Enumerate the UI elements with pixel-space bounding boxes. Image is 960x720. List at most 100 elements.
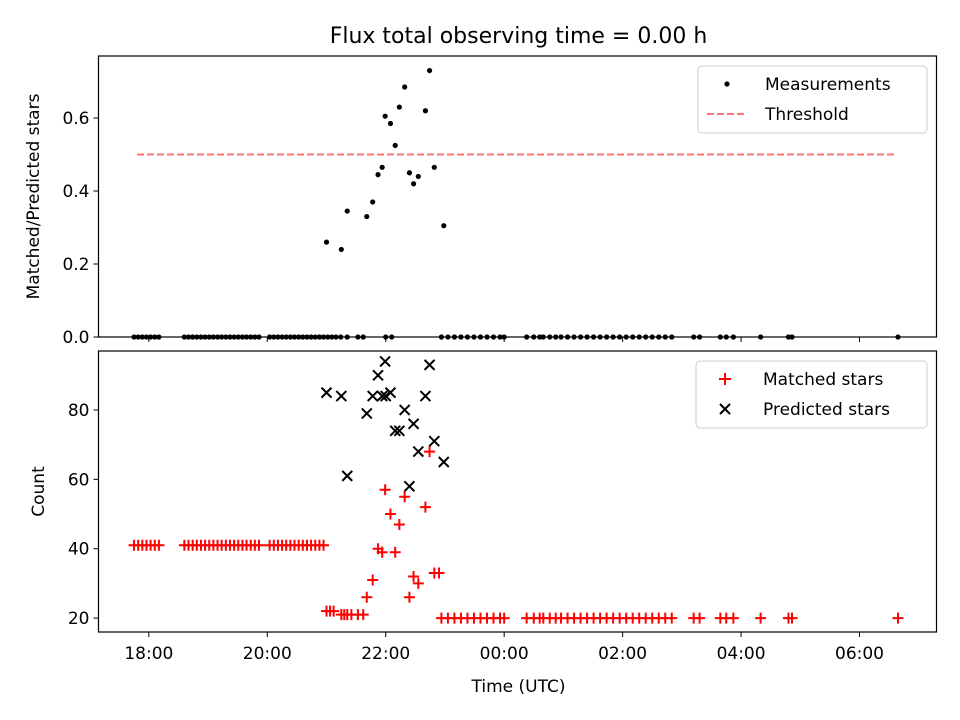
matched-star-point — [153, 539, 165, 551]
measurement-point — [426, 67, 433, 74]
measurement-point — [375, 172, 381, 178]
measurement-point — [344, 208, 350, 214]
matched-star-point — [408, 570, 420, 582]
measurement-point — [396, 104, 402, 110]
top-legend: Measurements Threshold — [697, 65, 928, 134]
matched-star-point — [384, 508, 396, 520]
x-tick-label: 20:00 — [243, 644, 292, 664]
x-tick-label: 18:00 — [124, 644, 173, 664]
matched-star-point — [786, 612, 798, 624]
bottom-legend: Matched stars Predicted stars — [695, 360, 928, 429]
measurement-point — [406, 170, 413, 176]
top-y-axis: 0.0 0.2 0.4 0.6 — [62, 109, 99, 348]
top-y-tick-label: 0.6 — [62, 109, 89, 129]
bottom-y-tick-label: 20 — [68, 609, 90, 629]
matched-star-point — [361, 591, 373, 603]
bottom-y-axis-label: Count — [29, 466, 49, 517]
legend-plus-marker — [719, 373, 731, 385]
predicted-star-point — [366, 390, 379, 402]
matched-star-point — [379, 484, 391, 496]
matched-star-point — [755, 612, 767, 624]
top-legend-box — [697, 65, 928, 134]
legend-label-matched: Matched stars — [763, 370, 883, 390]
bottom-y-axis: 20 40 60 80 — [68, 401, 99, 629]
measurement-point — [323, 239, 330, 245]
panel-top: 0.0 0.2 0.4 0.6 Matched/Predicted stars Mea… — [24, 55, 938, 348]
predicted-star-point — [403, 480, 416, 493]
matched-star-point — [727, 612, 739, 624]
predicted-star-point — [320, 386, 333, 399]
top-y-tick-label: 0.0 — [62, 328, 89, 348]
matched-star-point — [433, 567, 445, 579]
matched-star-point — [399, 491, 411, 503]
predicted-star-point — [372, 369, 384, 381]
measurement-point — [364, 213, 370, 220]
matched-star-point — [498, 612, 510, 624]
predicted-star-point — [341, 470, 353, 482]
legend-dot-marker — [724, 81, 730, 87]
measurement-point — [415, 173, 421, 180]
legend-label-predicted: Predicted stars — [763, 400, 890, 420]
predicted-star-point — [398, 404, 411, 416]
measurement-point — [370, 199, 376, 205]
x-axis-label: Time (UTC) — [471, 677, 566, 697]
measurement-point — [410, 181, 417, 187]
predicted-star-point — [335, 390, 348, 402]
measurement-point — [441, 223, 447, 229]
matched-star-point — [367, 574, 379, 586]
predicted-star-point — [412, 445, 425, 458]
predicted-star-point — [428, 435, 440, 447]
matched-star-point — [412, 577, 424, 589]
bottom-y-tick-label: 40 — [68, 540, 90, 560]
measurement-point — [382, 113, 388, 119]
figure-title: Flux total observing time = 0.00 h — [330, 24, 708, 49]
matched-star-point — [376, 546, 388, 558]
legend-label-measurements: Measurements — [765, 75, 891, 95]
top-y-axis-label: Matched/Predicted stars — [24, 93, 44, 299]
bottom-plot-marks — [128, 355, 904, 624]
measurement-point — [379, 164, 385, 170]
matched-star-point — [318, 539, 330, 551]
predicted-star-point — [419, 390, 432, 402]
bottom-y-tick-label: 80 — [68, 401, 90, 421]
measurement-point — [402, 84, 408, 90]
measurement-point — [338, 246, 344, 253]
top-y-tick-label: 0.2 — [62, 255, 89, 275]
measurement-point — [392, 142, 398, 149]
bottom-x-axis: 18:00 20:00 22:00 00:00 02:00 04:00 06:00 — [124, 632, 884, 664]
x-tick-label: 22:00 — [361, 644, 410, 664]
predicted-star-point — [407, 418, 420, 430]
predicted-star-point — [438, 456, 450, 468]
matched-star-point — [253, 539, 265, 551]
predicted-star-point — [361, 407, 373, 420]
legend-label-threshold: Threshold — [764, 105, 849, 125]
bottom-legend-box — [695, 360, 928, 429]
matched-star-point — [328, 605, 340, 617]
bottom-axes-frame — [97, 350, 938, 633]
measurement-point — [422, 108, 429, 114]
top-y-tick-label: 0.4 — [62, 182, 89, 202]
measurement-point — [387, 120, 394, 127]
x-tick-label: 06:00 — [835, 644, 884, 664]
top-axes-frame — [97, 55, 938, 338]
bottom-y-tick-label: 60 — [68, 470, 90, 490]
matched-star-point — [419, 501, 431, 513]
matched-star-point — [403, 591, 415, 603]
legend-x-marker — [719, 403, 731, 415]
predicted-star-point — [379, 355, 391, 368]
predicted-star-point — [384, 386, 397, 399]
predicted-star-point — [423, 359, 436, 371]
predicted-star-point — [393, 425, 406, 437]
x-tick-label: 04:00 — [717, 644, 766, 664]
x-tick-label: 02:00 — [598, 644, 647, 664]
matched-star-point — [393, 518, 405, 530]
matched-star-point — [666, 612, 678, 624]
matched-star-point — [424, 446, 436, 458]
top-x-axis — [148, 337, 861, 342]
predicted-star-point — [376, 390, 388, 402]
measurement-point — [431, 164, 437, 170]
matched-star-point — [389, 546, 401, 558]
x-tick-label: 00:00 — [480, 644, 529, 664]
predicted-star-point — [389, 425, 401, 437]
